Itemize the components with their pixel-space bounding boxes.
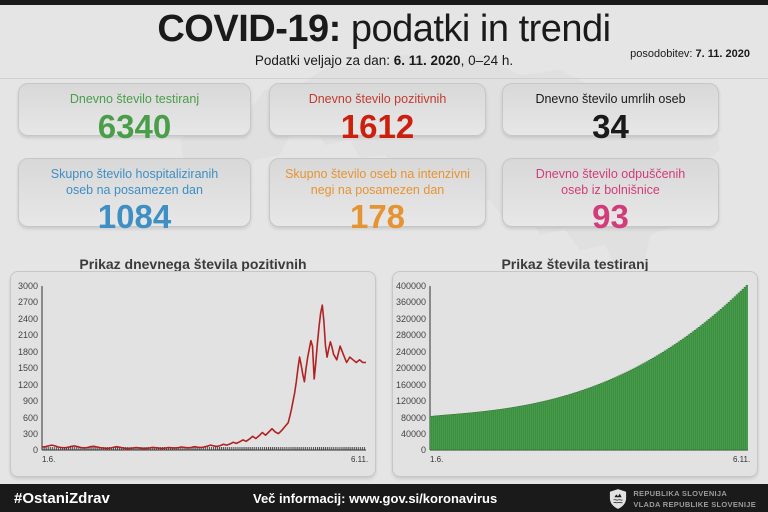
svg-text:600: 600 bbox=[23, 413, 38, 423]
svg-text:0: 0 bbox=[421, 445, 426, 455]
svg-text:400000: 400000 bbox=[396, 281, 426, 291]
svg-text:40000: 40000 bbox=[401, 429, 426, 439]
svg-text:360000: 360000 bbox=[396, 297, 426, 307]
svg-text:280000: 280000 bbox=[396, 330, 426, 340]
svg-text:3000: 3000 bbox=[18, 281, 38, 291]
svg-text:240000: 240000 bbox=[396, 347, 426, 357]
svg-text:300: 300 bbox=[23, 429, 38, 439]
svg-text:320000: 320000 bbox=[396, 314, 426, 324]
svg-text:0: 0 bbox=[33, 445, 38, 455]
svg-text:120000: 120000 bbox=[396, 396, 426, 406]
svg-text:160000: 160000 bbox=[396, 380, 426, 390]
svg-text:6.11.: 6.11. bbox=[733, 455, 750, 464]
svg-text:80000: 80000 bbox=[401, 413, 426, 423]
svg-text:1.6.: 1.6. bbox=[42, 455, 55, 464]
svg-text:2100: 2100 bbox=[18, 330, 38, 340]
svg-text:1200: 1200 bbox=[18, 380, 38, 390]
svg-text:2400: 2400 bbox=[18, 314, 38, 324]
svg-text:1.6.: 1.6. bbox=[430, 455, 443, 464]
svg-text:900: 900 bbox=[23, 396, 38, 406]
svg-text:2700: 2700 bbox=[18, 297, 38, 307]
svg-text:1500: 1500 bbox=[18, 363, 38, 373]
svg-text:6.11.: 6.11. bbox=[351, 455, 368, 464]
svg-text:1800: 1800 bbox=[18, 347, 38, 357]
svg-text:200000: 200000 bbox=[396, 363, 426, 373]
